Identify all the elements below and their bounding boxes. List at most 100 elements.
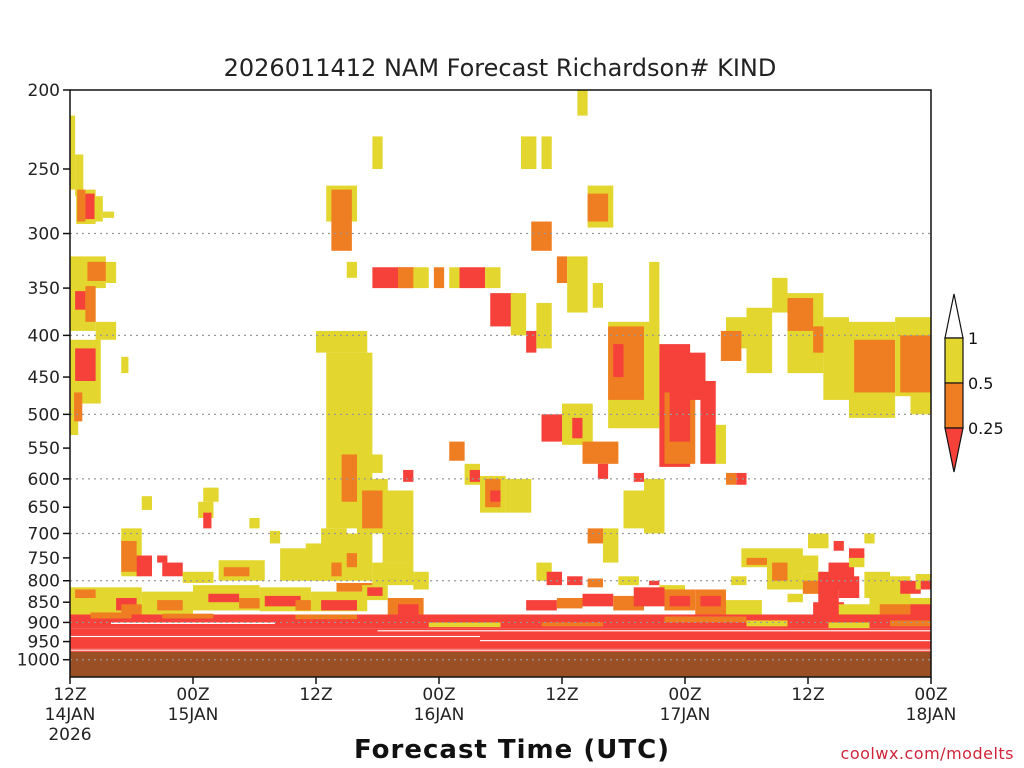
ri-cell-low: [910, 604, 931, 617]
ri-gap-band: [111, 622, 275, 625]
ri-cell-high: [70, 115, 76, 190]
ri-cell-high: [715, 424, 726, 464]
ri-cell-high: [567, 256, 588, 313]
ri-cell-mid: [720, 330, 742, 361]
x-tick-label: 00Z: [668, 685, 701, 705]
ri-cell-low: [403, 469, 414, 482]
ri-cell-low: [490, 490, 501, 502]
ri-cell-low: [321, 600, 357, 611]
ri-cell-high: [141, 496, 152, 510]
y-tick-label: 300: [28, 225, 60, 245]
ri-cell-mid: [223, 567, 250, 577]
ri-cell-high: [746, 307, 773, 374]
chart-title: 2026011412 NAM Forecast Richardson# KIND: [224, 54, 777, 82]
ri-cell-low: [136, 555, 152, 577]
x-tick-label: 18JAN: [906, 705, 957, 725]
y-tick-label: 900: [28, 613, 60, 633]
ri-cell-mid: [556, 256, 568, 284]
legend-label: 1: [968, 329, 978, 348]
ri-cell-high: [372, 136, 383, 169]
ri-cell-high: [316, 330, 368, 353]
ri-cell-high: [823, 317, 849, 400]
plot-frame: [69, 89, 932, 678]
x-axis-label: Forecast Time (UTC): [354, 735, 670, 765]
x-tick-label: 2026: [48, 725, 91, 745]
ri-cell-high: [731, 576, 747, 586]
y-tick-label: 500: [28, 405, 60, 425]
x-tick-label: 12Z: [299, 685, 332, 705]
ri-cell-high: [864, 533, 875, 544]
legend-label: 0.25: [968, 419, 1004, 438]
ri-cell-low: [85, 193, 95, 220]
ri-cell-low: [157, 555, 168, 563]
x-tick-label: 12Z: [791, 685, 824, 705]
x-tick-label: 12Z: [545, 685, 578, 705]
heatmap-cells: [70, 90, 931, 677]
ri-cell-mid: [664, 616, 747, 623]
ri-cell-high: [413, 571, 429, 590]
ri-cell-low: [208, 593, 240, 603]
ri-cell-high: [121, 356, 129, 374]
y-tick-label: 450: [28, 368, 60, 388]
x-tick-label: 00Z: [176, 685, 209, 705]
ri-cell-high: [603, 528, 619, 563]
ri-cell-high: [102, 211, 115, 218]
ri-cell-mid: [541, 622, 603, 627]
ri-cell-mid: [587, 193, 609, 222]
ri-cell-high: [510, 293, 527, 336]
ri-cell-low: [833, 540, 844, 551]
x-tick-label: 00Z: [914, 685, 947, 705]
ri-cell-low: [597, 463, 609, 479]
ri-cell-high: [94, 196, 103, 222]
ri-cell-low: [633, 472, 644, 482]
ri-cell-low: [669, 595, 691, 607]
ri-cell-low: [700, 595, 721, 607]
ri-cell-mid: [75, 589, 96, 599]
ri-cell-mid: [162, 613, 214, 619]
y-tick-label: 550: [28, 439, 60, 459]
ri-cell-high: [203, 487, 219, 502]
y-tick-label: 850: [28, 593, 60, 613]
ri-cell-mid: [77, 189, 86, 222]
ri-cell-high: [249, 517, 260, 529]
ri-cell-high: [75, 154, 84, 197]
ri-cell-low: [367, 587, 383, 596]
ri-cell-ground: [70, 651, 931, 677]
ri-cell-low: [162, 562, 183, 577]
ri-cell-low: [75, 348, 96, 381]
ri-cell-low: [546, 571, 562, 586]
ri-cell-low: [203, 512, 212, 529]
ri-cell-mid: [890, 620, 931, 627]
ri-cell-high: [623, 490, 644, 529]
ri-cell-low: [572, 417, 583, 439]
y-tick-label: 600: [28, 470, 60, 490]
ri-cell-mid: [295, 614, 357, 620]
ri-cell-high: [577, 90, 588, 116]
ri-cell-low: [541, 414, 562, 442]
ri-cell-mid: [582, 441, 619, 464]
y-tick-label: 700: [28, 524, 60, 544]
ri-cell-high: [910, 392, 931, 415]
x-tick-label: 12Z: [53, 685, 86, 705]
ri-gap-band: [480, 640, 931, 642]
ri-cell-mid: [879, 604, 911, 615]
ri-gap-band: [377, 630, 931, 632]
y-tick-label: 200: [28, 81, 60, 101]
ri-cell-high: [182, 571, 214, 583]
ri-cell-high: [269, 530, 281, 544]
legend-swatch-above-1: [944, 293, 964, 339]
ri-cell-mid: [341, 454, 357, 502]
ri-cell-mid: [331, 189, 352, 251]
ri-cell-high: [808, 533, 829, 549]
source-credit: coolwx.com/modelts: [841, 744, 1014, 763]
ri-cell-high: [787, 555, 819, 572]
ri-cell-mid: [746, 557, 767, 565]
ri-cell-mid: [346, 553, 357, 568]
ri-cell-high: [346, 261, 357, 278]
x-tick-label: 15JAN: [168, 705, 219, 725]
ri-cell-high: [105, 261, 117, 284]
colorbar-legend: 1 0.5 0.25: [944, 293, 1004, 473]
y-tick-label: 350: [28, 279, 60, 299]
ri-cell-high: [838, 604, 870, 617]
